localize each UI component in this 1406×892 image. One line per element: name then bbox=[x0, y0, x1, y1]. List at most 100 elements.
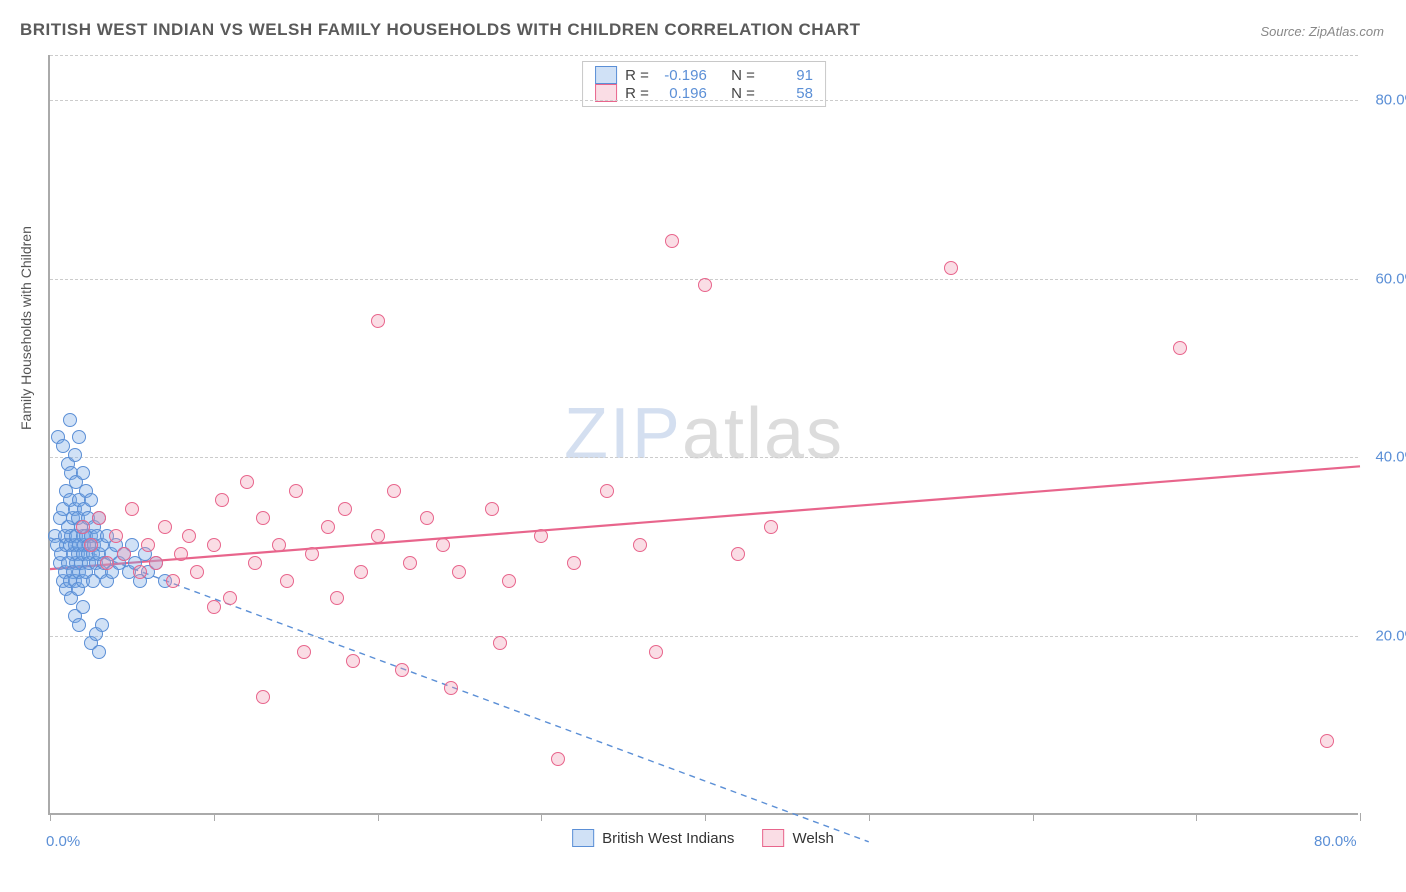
watermark-zip: ZIP bbox=[564, 393, 682, 475]
gridline bbox=[50, 55, 1358, 56]
gridline bbox=[50, 100, 1358, 101]
data-point-welsh bbox=[346, 654, 360, 668]
data-point-welsh bbox=[174, 547, 188, 561]
data-point-welsh bbox=[534, 529, 548, 543]
watermark: ZIPatlas bbox=[564, 393, 844, 475]
data-point-welsh bbox=[272, 538, 286, 552]
n-label: N = bbox=[731, 67, 755, 84]
data-point-welsh bbox=[240, 475, 254, 489]
data-point-welsh bbox=[166, 574, 180, 588]
x-tick bbox=[1196, 813, 1197, 821]
y-axis-label: Family Households with Children bbox=[18, 226, 34, 430]
swatch-welsh bbox=[762, 829, 784, 847]
data-point-welsh bbox=[764, 520, 778, 534]
y-tick-label: 60.0% bbox=[1363, 270, 1406, 287]
data-point-welsh bbox=[731, 547, 745, 561]
data-point-welsh bbox=[207, 538, 221, 552]
data-point-bwi bbox=[63, 413, 77, 427]
data-point-bwi bbox=[72, 430, 86, 444]
data-point-bwi bbox=[95, 618, 109, 632]
data-point-welsh bbox=[76, 520, 90, 534]
data-point-welsh bbox=[665, 234, 679, 248]
data-point-welsh bbox=[305, 547, 319, 561]
data-point-bwi bbox=[72, 618, 86, 632]
data-point-welsh bbox=[452, 565, 466, 579]
r-label: R = bbox=[625, 67, 649, 84]
y-tick-label: 20.0% bbox=[1363, 628, 1406, 645]
data-point-welsh bbox=[100, 556, 114, 570]
data-point-bwi bbox=[76, 466, 90, 480]
data-point-welsh bbox=[403, 556, 417, 570]
data-point-welsh bbox=[1173, 341, 1187, 355]
data-point-welsh bbox=[1320, 734, 1334, 748]
data-point-welsh bbox=[182, 529, 196, 543]
data-point-welsh bbox=[321, 520, 335, 534]
data-point-welsh bbox=[190, 565, 204, 579]
data-point-bwi bbox=[92, 645, 106, 659]
x-tick bbox=[541, 813, 542, 821]
gridline bbox=[50, 636, 1358, 637]
chart-title: BRITISH WEST INDIAN VS WELSH FAMILY HOUS… bbox=[20, 20, 861, 40]
legend-item-welsh: Welsh bbox=[762, 829, 833, 847]
series-name-welsh: Welsh bbox=[792, 830, 833, 847]
data-point-bwi bbox=[56, 439, 70, 453]
legend-item-bwi: British West Indians bbox=[572, 829, 734, 847]
data-point-welsh bbox=[600, 484, 614, 498]
series-legend: British West Indians Welsh bbox=[572, 829, 834, 847]
data-point-welsh bbox=[633, 538, 647, 552]
data-point-bwi bbox=[76, 600, 90, 614]
x-tick bbox=[1033, 813, 1034, 821]
data-point-welsh bbox=[551, 752, 565, 766]
data-point-welsh bbox=[92, 511, 106, 525]
x-tick bbox=[50, 813, 51, 821]
legend-row-bwi: R = -0.196 N = 91 bbox=[595, 66, 813, 84]
data-point-welsh bbox=[297, 645, 311, 659]
source-attribution: Source: ZipAtlas.com bbox=[1260, 24, 1384, 39]
y-tick-label: 80.0% bbox=[1363, 91, 1406, 108]
data-point-welsh bbox=[289, 484, 303, 498]
source-prefix: Source: bbox=[1260, 24, 1308, 39]
x-tick bbox=[214, 813, 215, 821]
data-point-welsh bbox=[698, 278, 712, 292]
data-point-welsh bbox=[149, 556, 163, 570]
data-point-bwi bbox=[68, 448, 82, 462]
data-point-welsh bbox=[420, 511, 434, 525]
data-point-welsh bbox=[567, 556, 581, 570]
data-point-welsh bbox=[502, 574, 516, 588]
data-point-welsh bbox=[330, 591, 344, 605]
x-tick bbox=[869, 813, 870, 821]
data-point-welsh bbox=[338, 502, 352, 516]
data-point-welsh bbox=[117, 547, 131, 561]
watermark-atlas: atlas bbox=[682, 393, 844, 475]
x-axis-last-label: 80.0% bbox=[1314, 833, 1357, 850]
swatch-bwi bbox=[595, 66, 617, 84]
data-point-welsh bbox=[207, 600, 221, 614]
data-point-welsh bbox=[141, 538, 155, 552]
data-point-welsh bbox=[944, 261, 958, 275]
data-point-welsh bbox=[387, 484, 401, 498]
data-point-welsh bbox=[84, 538, 98, 552]
data-point-welsh bbox=[223, 591, 237, 605]
data-point-welsh bbox=[371, 314, 385, 328]
x-tick bbox=[378, 813, 379, 821]
data-point-bwi bbox=[84, 493, 98, 507]
data-point-welsh bbox=[256, 511, 270, 525]
data-point-welsh bbox=[125, 502, 139, 516]
x-tick bbox=[1360, 813, 1361, 821]
data-point-welsh bbox=[436, 538, 450, 552]
gridline bbox=[50, 457, 1358, 458]
trend-lines bbox=[50, 55, 1360, 815]
data-point-welsh bbox=[215, 493, 229, 507]
y-tick-label: 40.0% bbox=[1363, 449, 1406, 466]
data-point-welsh bbox=[371, 529, 385, 543]
data-point-welsh bbox=[133, 565, 147, 579]
series-name-bwi: British West Indians bbox=[602, 830, 734, 847]
swatch-bwi bbox=[572, 829, 594, 847]
data-point-welsh bbox=[444, 681, 458, 695]
r-value-bwi: -0.196 bbox=[657, 67, 707, 84]
data-point-welsh bbox=[280, 574, 294, 588]
source-name: ZipAtlas.com bbox=[1309, 24, 1384, 39]
x-axis-first-label: 0.0% bbox=[46, 833, 80, 850]
data-point-welsh bbox=[158, 520, 172, 534]
data-point-welsh bbox=[493, 636, 507, 650]
